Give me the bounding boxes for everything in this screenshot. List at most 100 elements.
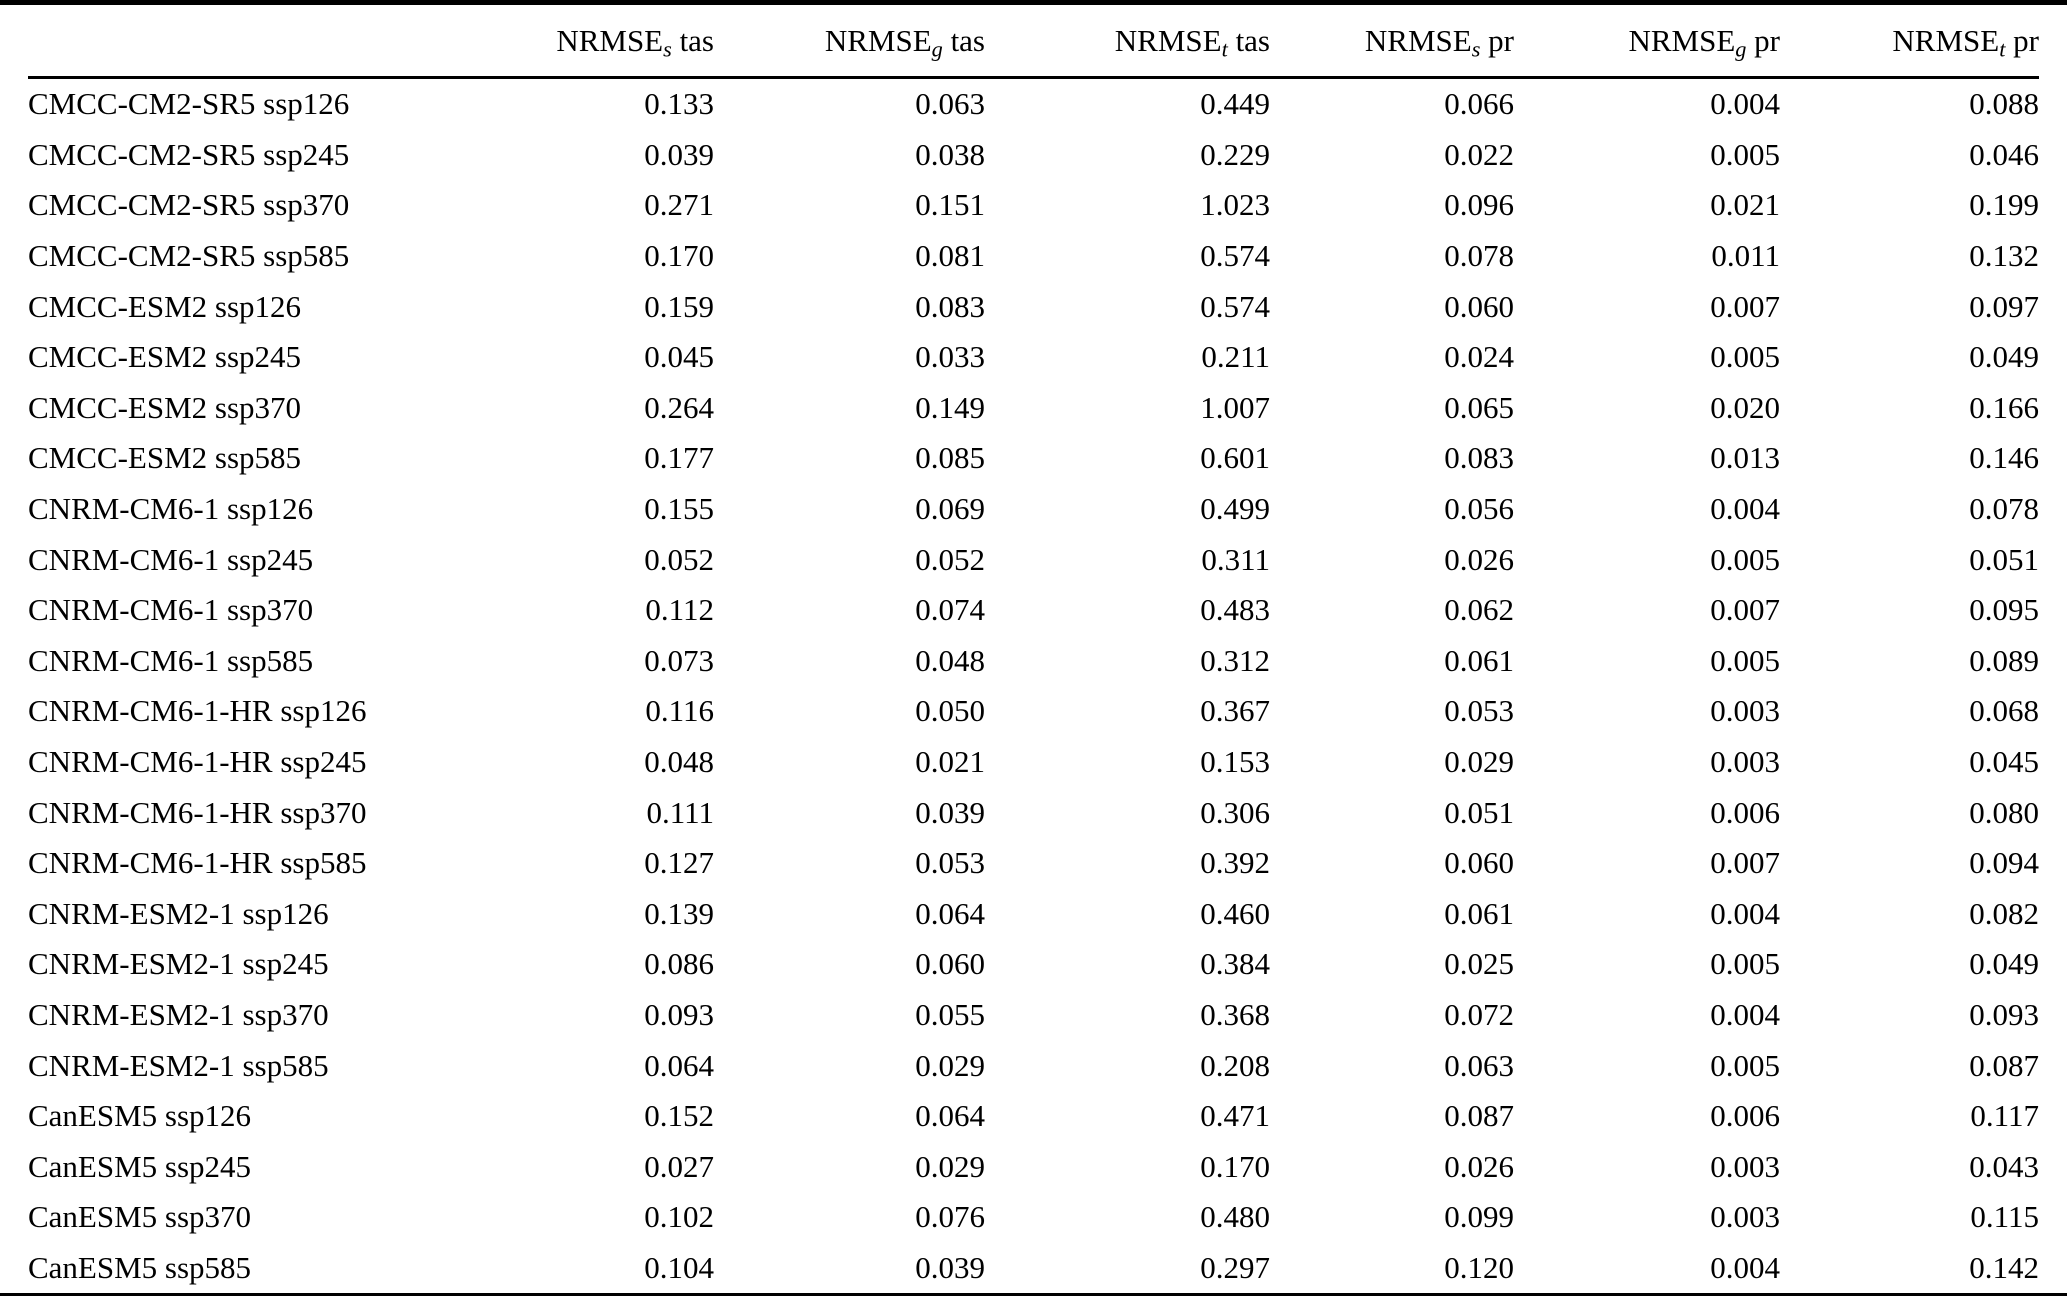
nrmse-value-cell: 0.005: [1710, 642, 1780, 678]
nrmse-results-table: NRMSEs tas NRMSEg tas NRMSEt tas NRMSEs pr N…: [28, 5, 2039, 1293]
nrmse-value-cell: 0.264: [644, 389, 714, 425]
nrmse-value-cell: 0.029: [915, 1047, 985, 1083]
nrmse-value-cell: 0.088: [1969, 86, 2039, 122]
nrmse-value-cell: 0.066: [1444, 86, 1514, 122]
nrmse-value-cell: 0.312: [1200, 642, 1270, 678]
nrmse-value-cell: 0.003: [1710, 693, 1780, 729]
nrmse-value-cell: 0.166: [1969, 389, 2039, 425]
model-scenario-label: CNRM-CM6-1-HR ssp370: [28, 794, 367, 830]
nrmse-value-cell: 0.115: [1970, 1199, 2039, 1235]
table-row: CMCC-CM2-SR5 ssp126 0.133 0.063 0.449 0.066 0…: [28, 78, 2039, 130]
nrmse-value-cell: 0.063: [915, 86, 985, 122]
nrmse-value-cell: 0.229: [1200, 136, 1270, 172]
table-row: CanESM5 ssp126 0.152 0.064 0.471 0.087 0.006 0…: [28, 1091, 2039, 1142]
table-row: CNRM-CM6-1-HR ssp585 0.127 0.053 0.392 0.060…: [28, 838, 2039, 889]
nrmse-value-cell: 0.093: [644, 996, 714, 1032]
nrmse-value-cell: 0.003: [1710, 744, 1780, 780]
table-row: CNRM-CM6-1 ssp585 0.073 0.048 0.312 0.061 0.0…: [28, 636, 2039, 687]
nrmse-value-cell: 0.027: [644, 1148, 714, 1184]
nrmse-value-cell: 0.392: [1200, 845, 1270, 881]
model-scenario-label: CanESM5 ssp370: [28, 1199, 252, 1235]
nrmse-value-cell: 0.049: [1969, 946, 2039, 982]
nrmse-value-cell: 0.024: [1444, 339, 1514, 375]
nrmse-value-cell: 0.039: [644, 136, 714, 172]
nrmse-value-cell: 0.085: [915, 440, 985, 476]
nrmse-value-cell: 0.052: [915, 541, 985, 577]
nrmse-value-cell: 0.097: [1969, 288, 2039, 324]
table-row: CMCC-ESM2 ssp585 0.177 0.085 0.601 0.083 0.01…: [28, 433, 2039, 484]
table-row: CNRM-ESM2-1 ssp245 0.086 0.060 0.384 0.025 0.…: [28, 939, 2039, 990]
table-row: CMCC-ESM2 ssp370 0.264 0.149 1.007 0.065 0.02…: [28, 383, 2039, 434]
nrmse-value-cell: 0.149: [915, 389, 985, 425]
nrmse-value-cell: 0.039: [915, 1249, 985, 1285]
nrmse-value-cell: 0.025: [1444, 946, 1514, 982]
table-header: NRMSEs tas NRMSEg tas NRMSEt tas NRMSEs pr N…: [28, 5, 2039, 78]
nrmse-value-cell: 0.051: [1969, 541, 2039, 577]
nrmse-value-cell: 0.120: [1444, 1249, 1514, 1285]
nrmse-value-cell: 0.104: [644, 1249, 714, 1285]
nrmse-value-cell: 0.062: [1444, 592, 1514, 628]
nrmse-value-cell: 0.026: [1444, 1148, 1514, 1184]
column-header-nrmse-g-tas: NRMSEg tas: [714, 5, 985, 78]
nrmse-value-cell: 0.039: [915, 794, 985, 830]
nrmse-value-cell: 0.049: [1969, 339, 2039, 375]
nrmse-value-cell: 0.311: [1201, 541, 1270, 577]
model-scenario-label: CNRM-CM6-1 ssp370: [28, 592, 314, 628]
model-scenario-label: CNRM-CM6-1-HR ssp126: [28, 693, 367, 729]
nrmse-value-cell: 0.152: [644, 1098, 714, 1134]
nrmse-value-cell: 0.139: [644, 895, 714, 931]
nrmse-value-cell: 0.069: [915, 491, 985, 527]
nrmse-value-cell: 0.102: [644, 1199, 714, 1235]
nrmse-value-cell: 0.052: [644, 541, 714, 577]
model-scenario-label: CNRM-ESM2-1 ssp585: [28, 1047, 329, 1083]
nrmse-value-cell: 0.050: [915, 693, 985, 729]
table-row: CMCC-ESM2 ssp126 0.159 0.083 0.574 0.060 0.00…: [28, 281, 2039, 332]
nrmse-value-cell: 0.601: [1200, 440, 1270, 476]
nrmse-value-cell: 0.211: [1201, 339, 1270, 375]
nrmse-value-cell: 0.127: [644, 845, 714, 881]
nrmse-value-cell: 0.111: [646, 794, 714, 830]
nrmse-value-cell: 0.099: [1444, 1199, 1514, 1235]
nrmse-value-cell: 0.003: [1710, 1148, 1780, 1184]
table-row: CNRM-CM6-1 ssp245 0.052 0.052 0.311 0.026 0.0…: [28, 534, 2039, 585]
nrmse-value-cell: 0.005: [1710, 946, 1780, 982]
row-label-column-header: [28, 5, 428, 78]
nrmse-value-cell: 0.499: [1200, 491, 1270, 527]
model-scenario-label: CMCC-CM2-SR5 ssp126: [28, 86, 350, 122]
nrmse-value-cell: 0.086: [644, 946, 714, 982]
nrmse-value-cell: 0.005: [1710, 339, 1780, 375]
nrmse-value-cell: 0.013: [1710, 440, 1780, 476]
model-scenario-label: CNRM-CM6-1 ssp245: [28, 541, 314, 577]
nrmse-value-cell: 0.471: [1200, 1098, 1270, 1134]
header-variable-name: pr: [1480, 22, 1514, 58]
model-scenario-label: CNRM-ESM2-1 ssp126: [28, 895, 329, 931]
column-header-nrmse-g-pr: NRMSEg pr: [1514, 5, 1780, 78]
nrmse-value-cell: 0.074: [915, 592, 985, 628]
nrmse-value-cell: 0.020: [1710, 389, 1780, 425]
table-row: CNRM-ESM2-1 ssp585 0.064 0.029 0.208 0.063 0.…: [28, 1040, 2039, 1091]
model-scenario-label: CMCC-ESM2 ssp585: [28, 440, 302, 476]
nrmse-value-cell: 0.064: [644, 1047, 714, 1083]
nrmse-value-cell: 0.006: [1710, 794, 1780, 830]
header-variable-name: tas: [671, 22, 714, 58]
nrmse-value-cell: 0.005: [1710, 136, 1780, 172]
nrmse-value-cell: 0.081: [915, 238, 985, 274]
nrmse-value-cell: 0.087: [1969, 1047, 2039, 1083]
model-scenario-label: CMCC-CM2-SR5 ssp370: [28, 187, 350, 223]
nrmse-value-cell: 0.061: [1444, 642, 1514, 678]
table-row: CanESM5 ssp585 0.104 0.039 0.297 0.120 0.004 0…: [28, 1243, 2039, 1294]
nrmse-value-cell: 0.112: [645, 592, 714, 628]
nrmse-value-cell: 1.023: [1200, 187, 1270, 223]
table-row: CanESM5 ssp245 0.027 0.029 0.170 0.026 0.003 0…: [28, 1141, 2039, 1192]
column-header-nrmse-s-pr: NRMSEs pr: [1270, 5, 1514, 78]
table-row: CNRM-ESM2-1 ssp126 0.139 0.064 0.460 0.061 0.…: [28, 889, 2039, 940]
nrmse-value-cell: 0.177: [644, 440, 714, 476]
nrmse-value-cell: 0.089: [1969, 642, 2039, 678]
model-scenario-label: CMCC-ESM2 ssp370: [28, 389, 302, 425]
nrmse-value-cell: 0.208: [1200, 1047, 1270, 1083]
nrmse-value-cell: 0.045: [644, 339, 714, 375]
table-header-row: NRMSEs tas NRMSEg tas NRMSEt tas NRMSEs pr N…: [28, 5, 2039, 78]
nrmse-value-cell: 0.367: [1200, 693, 1270, 729]
